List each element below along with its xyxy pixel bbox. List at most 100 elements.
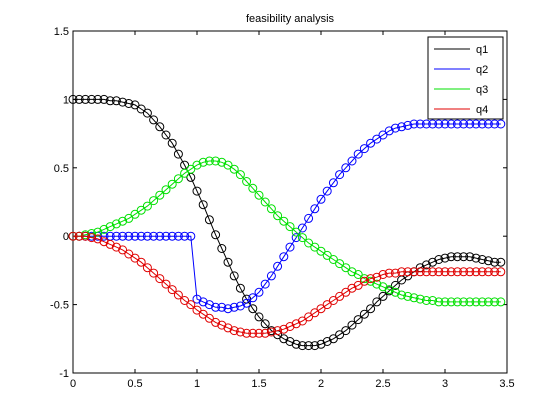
data-point-q2 [415,119,425,129]
data-point-q1 [93,94,103,104]
data-point-q4 [403,267,413,277]
data-point-q3 [235,170,245,180]
data-point-q3 [496,297,506,307]
data-point-q4 [87,233,97,243]
data-point-q4 [74,231,84,241]
data-point-q1 [304,341,314,351]
data-point-q3 [459,297,469,307]
data-point-q1 [483,256,493,266]
data-point-q3 [149,196,159,206]
data-point-q2 [124,231,134,241]
data-point-q2 [260,279,270,289]
y-tick-label: -1 [59,368,69,380]
data-point-q2 [322,186,332,196]
data-point-q1 [192,186,202,196]
data-point-q3 [173,174,183,184]
data-point-q4 [359,276,369,286]
data-point-q3 [434,297,444,307]
data-point-q1 [378,291,388,301]
data-point-q2 [118,231,128,241]
data-point-q2 [496,119,506,129]
data-point-q1 [211,230,221,240]
data-point-q1 [173,149,183,159]
data-point-q3 [136,205,146,215]
data-point-q4 [118,245,128,255]
data-point-q4 [310,308,320,318]
legend-label: q1 [476,44,488,56]
data-point-q4 [490,267,500,277]
data-point-q3 [223,160,233,170]
data-point-q3 [397,290,407,300]
data-point-q4 [155,274,165,284]
data-point-q4 [93,234,103,244]
data-point-q3 [266,204,276,214]
data-point-q1 [341,326,351,336]
data-point-q2 [180,231,190,241]
x-tick-label: 0.5 [127,378,142,390]
data-point-q1 [310,341,320,351]
data-point-q2 [99,231,109,241]
data-point-q1 [80,94,90,104]
data-point-q2 [434,119,444,129]
data-point-q3 [428,296,438,305]
legend-items: q1 q2 q3 q4 [434,44,488,116]
data-point-q2 [409,119,419,129]
data-point-q4 [217,320,227,330]
data-point-q2 [279,252,289,262]
data-point-q4 [279,324,289,334]
data-point-q4 [149,268,159,278]
data-point-q1 [167,138,177,148]
x-tick-label: 2 [318,378,324,390]
data-point-q2 [111,231,121,241]
data-point-q2 [254,287,264,297]
data-point-q4 [242,328,252,338]
data-point-q4 [192,305,202,315]
data-point-q4 [235,327,245,337]
data-point-q1 [74,94,84,104]
chart-title: feasibility analysis [246,13,335,25]
data-point-q1 [161,130,171,140]
data-point-q4 [328,296,338,305]
data-point-q4 [459,267,469,277]
data-point-q1 [155,122,165,132]
x-tick-label: 3.5 [499,378,514,390]
data-point-q2 [335,170,345,180]
data-point-q2 [136,231,146,241]
data-point-q3 [446,297,456,307]
data-point-q4 [111,242,121,252]
data-point-q4 [99,237,109,247]
data-point-q3 [471,297,481,307]
data-point-q4 [223,323,233,333]
data-point-q1 [204,215,214,225]
data-point-q3 [366,276,376,286]
data-point-q2 [359,144,369,154]
data-point-q4 [471,267,481,277]
data-point-q2 [316,194,326,204]
data-point-q4 [297,316,307,326]
data-point-q3 [304,238,314,248]
data-point-q1 [390,280,400,290]
data-point-q3 [93,227,103,237]
data-point-q1 [279,334,289,344]
data-point-q1 [434,255,444,264]
x-tick-label: 3 [442,378,448,390]
data-point-q3 [229,164,239,174]
legend-item-q2: q2 [434,64,488,76]
data-point-q2 [130,231,140,241]
data-point-q2 [285,242,295,252]
data-point-q1 [490,257,500,267]
data-point-q1 [328,334,338,344]
data-point-q3 [285,222,295,232]
legend-label: q4 [476,104,488,116]
data-point-q3 [248,183,258,193]
data-point-q4 [229,326,239,336]
data-point-q3 [130,209,140,219]
data-point-q2 [471,119,481,129]
data-point-q2 [167,231,177,241]
data-point-q2 [390,123,400,133]
data-point-q2 [440,119,450,129]
data-point-q1 [87,94,97,104]
data-point-q1 [459,252,469,262]
data-point-q4 [285,322,295,331]
data-point-q1 [142,108,152,118]
